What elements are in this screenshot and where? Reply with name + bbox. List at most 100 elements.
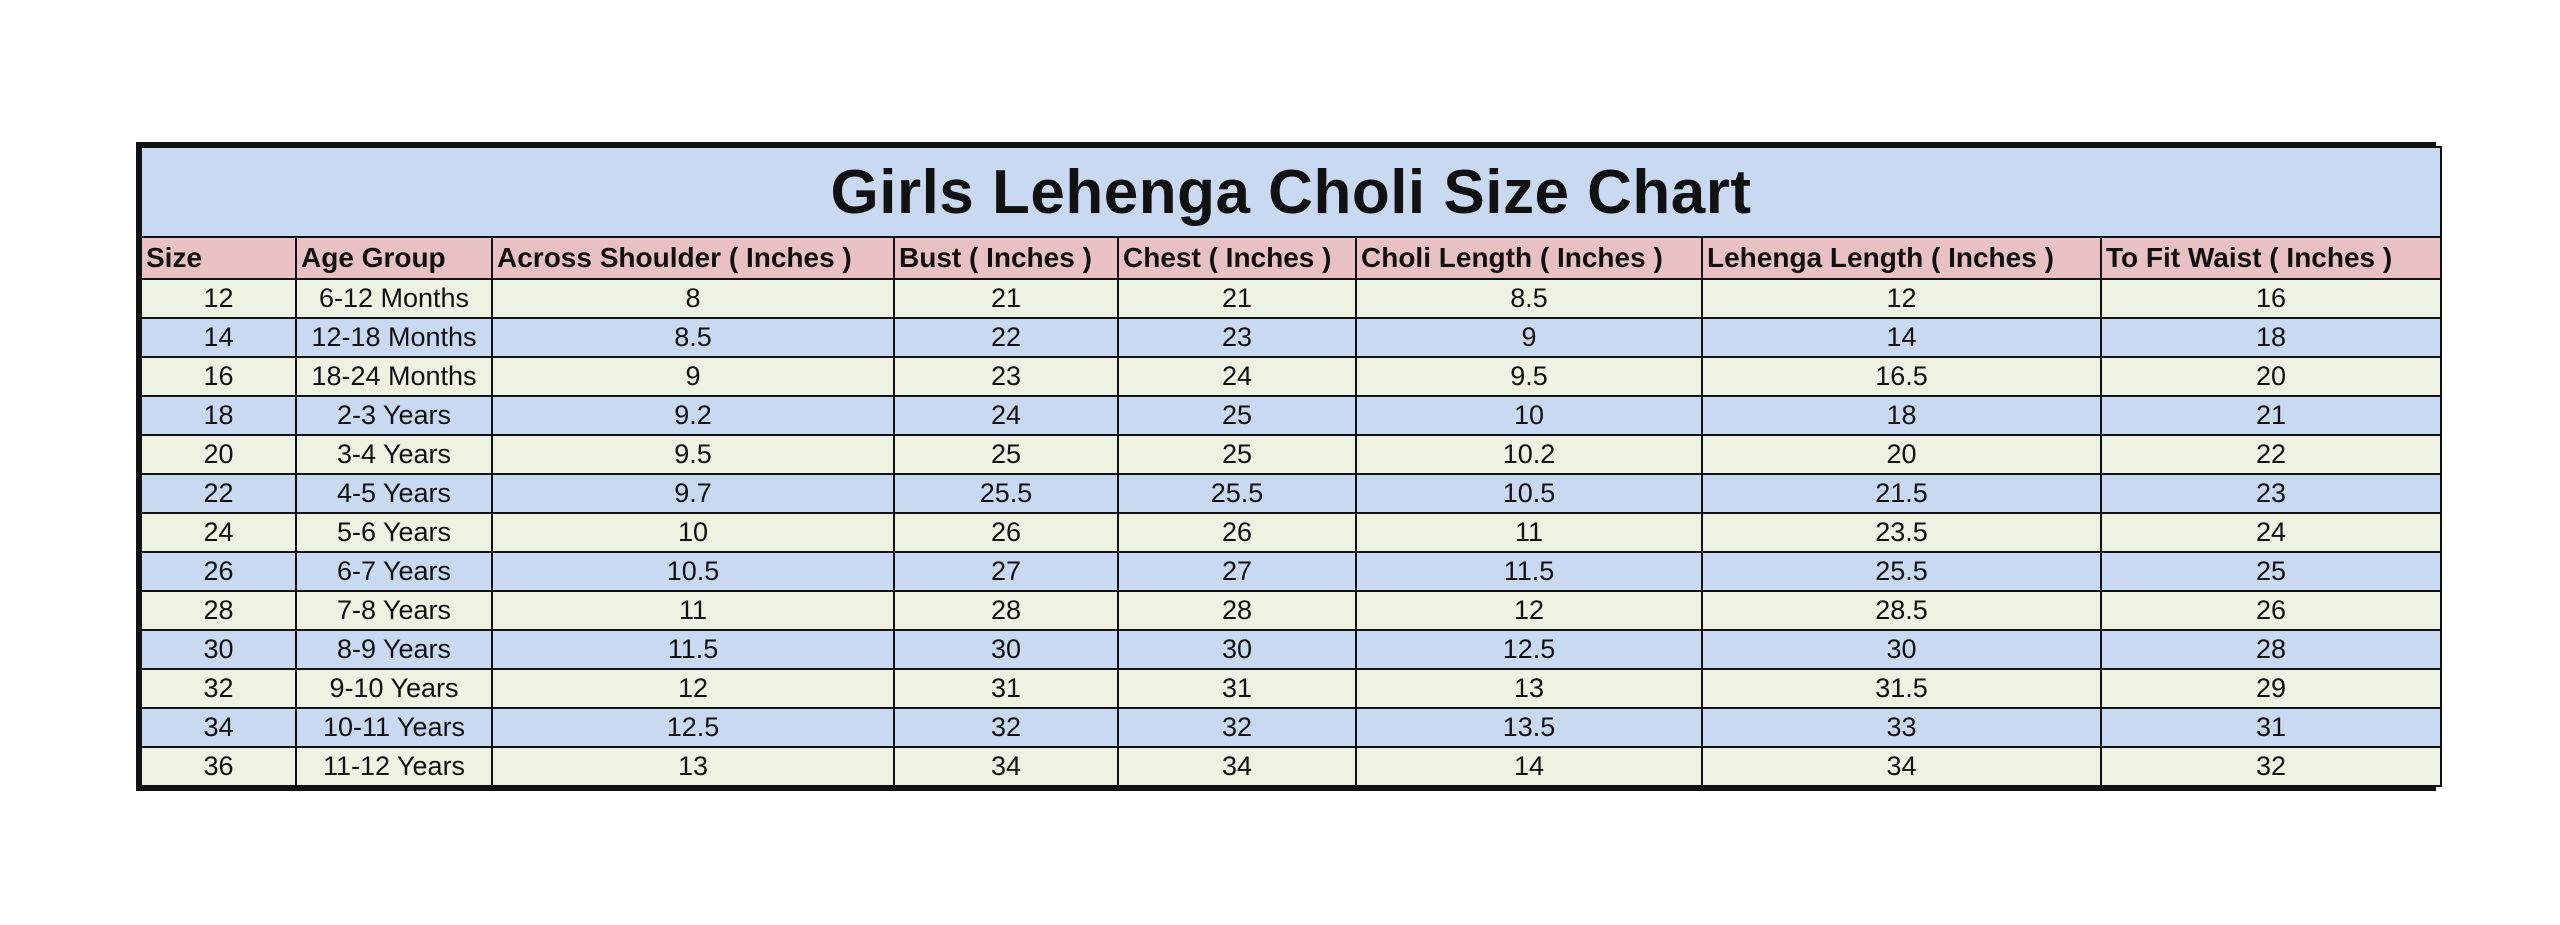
cell-chest: 25.5	[1117, 473, 1357, 514]
cell-age-group: 8-9 Years	[295, 629, 493, 670]
cell-lehenga-length: 34	[1701, 746, 2102, 787]
size-chart: Girls Lehenga Choli Size Chart Size Age …	[136, 142, 2443, 791]
cell-bust: 25.5	[893, 473, 1119, 514]
cell-age-group: 6-7 Years	[295, 551, 493, 592]
cell-choli-length: 13	[1355, 668, 1703, 709]
cell-to-fit-waist: 32	[2099, 746, 2443, 787]
cell-across-shoulder: 10.5	[491, 551, 895, 592]
cell-age-group: 5-6 Years	[295, 512, 493, 553]
cell-to-fit-waist: 23	[2099, 473, 2443, 514]
cell-size: 18	[140, 395, 297, 436]
cell-to-fit-waist: 20	[2099, 356, 2443, 397]
cell-bust: 31	[893, 668, 1119, 709]
cell-across-shoulder: 9	[491, 356, 895, 397]
cell-to-fit-waist: 22	[2099, 434, 2443, 475]
cell-chest: 25	[1117, 395, 1357, 436]
chart-title: Girls Lehenga Choli Size Chart	[139, 146, 2443, 238]
cell-chest: 21	[1117, 278, 1357, 319]
cell-across-shoulder: 11.5	[491, 629, 895, 670]
cell-lehenga-length: 23.5	[1701, 512, 2102, 553]
cell-chest: 26	[1117, 512, 1357, 553]
cell-choli-length: 11.5	[1355, 551, 1703, 592]
cell-chest: 27	[1117, 551, 1357, 592]
cell-choli-length: 9.5	[1355, 356, 1703, 397]
table-row: 34 10-11 Years 12.5 32 32 13.5 33 31	[140, 707, 2443, 748]
cell-bust: 32	[893, 707, 1119, 748]
table-row: 12 6-12 Months 8 21 21 8.5 12 16	[140, 278, 2443, 319]
column-header-chest: Chest ( Inches )	[1117, 236, 1357, 280]
cell-to-fit-waist: 31	[2099, 707, 2443, 748]
cell-size: 14	[140, 317, 297, 358]
cell-age-group: 11-12 Years	[295, 746, 493, 787]
cell-choli-length: 10.5	[1355, 473, 1703, 514]
table-row: 18 2-3 Years 9.2 24 25 10 18 21	[140, 395, 2443, 436]
cell-chest: 31	[1117, 668, 1357, 709]
cell-bust: 26	[893, 512, 1119, 553]
cell-size: 12	[140, 278, 297, 319]
cell-size: 24	[140, 512, 297, 553]
table-row: 20 3-4 Years 9.5 25 25 10.2 20 22	[140, 434, 2443, 475]
cell-choli-length: 13.5	[1355, 707, 1703, 748]
cell-size: 22	[140, 473, 297, 514]
cell-size: 30	[140, 629, 297, 670]
cell-size: 26	[140, 551, 297, 592]
cell-age-group: 2-3 Years	[295, 395, 493, 436]
cell-across-shoulder: 12.5	[491, 707, 895, 748]
cell-size: 28	[140, 590, 297, 631]
cell-chest: 23	[1117, 317, 1357, 358]
cell-bust: 25	[893, 434, 1119, 475]
size-chart-table: Girls Lehenga Choli Size Chart Size Age …	[139, 146, 2443, 787]
cell-lehenga-length: 14	[1701, 317, 2102, 358]
cell-age-group: 12-18 Months	[295, 317, 493, 358]
size-chart-body: 12 6-12 Months 8 21 21 8.5 12 16 14 12-18 Months 8…	[140, 278, 2443, 787]
cell-chest: 34	[1117, 746, 1357, 787]
cell-size: 20	[140, 434, 297, 475]
table-row: 16 18-24 Months 9 23 24 9.5 16.5 20	[140, 356, 2443, 397]
cell-chest: 32	[1117, 707, 1357, 748]
cell-age-group: 18-24 Months	[295, 356, 493, 397]
cell-across-shoulder: 12	[491, 668, 895, 709]
column-header-size: Size	[140, 236, 297, 280]
cell-lehenga-length: 21.5	[1701, 473, 2102, 514]
cell-lehenga-length: 30	[1701, 629, 2102, 670]
cell-bust: 24	[893, 395, 1119, 436]
cell-lehenga-length: 31.5	[1701, 668, 2102, 709]
cell-to-fit-waist: 26	[2099, 590, 2443, 631]
cell-lehenga-length: 33	[1701, 707, 2102, 748]
table-row: 24 5-6 Years 10 26 26 11 23.5 24	[140, 512, 2443, 553]
cell-lehenga-length: 28.5	[1701, 590, 2102, 631]
cell-to-fit-waist: 16	[2099, 278, 2443, 319]
cell-across-shoulder: 8.5	[491, 317, 895, 358]
cell-size: 16	[140, 356, 297, 397]
cell-age-group: 9-10 Years	[295, 668, 493, 709]
cell-across-shoulder: 8	[491, 278, 895, 319]
cell-bust: 22	[893, 317, 1119, 358]
column-header-lehenga-length: Lehenga Length ( Inches )	[1701, 236, 2102, 280]
cell-to-fit-waist: 21	[2099, 395, 2443, 436]
cell-choli-length: 10.2	[1355, 434, 1703, 475]
cell-chest: 30	[1117, 629, 1357, 670]
cell-across-shoulder: 13	[491, 746, 895, 787]
cell-to-fit-waist: 18	[2099, 317, 2443, 358]
cell-choli-length: 10	[1355, 395, 1703, 436]
cell-bust: 34	[893, 746, 1119, 787]
cell-chest: 24	[1117, 356, 1357, 397]
title-row: Girls Lehenga Choli Size Chart	[139, 146, 2443, 238]
cell-bust: 21	[893, 278, 1119, 319]
cell-across-shoulder: 10	[491, 512, 895, 553]
cell-across-shoulder: 9.5	[491, 434, 895, 475]
cell-lehenga-length: 12	[1701, 278, 2102, 319]
cell-size: 36	[140, 746, 297, 787]
cell-across-shoulder: 9.7	[491, 473, 895, 514]
cell-to-fit-waist: 28	[2099, 629, 2443, 670]
cell-chest: 25	[1117, 434, 1357, 475]
table-row: 22 4-5 Years 9.7 25.5 25.5 10.5 21.5 23	[140, 473, 2443, 514]
cell-lehenga-length: 18	[1701, 395, 2102, 436]
cell-lehenga-length: 20	[1701, 434, 2102, 475]
cell-to-fit-waist: 25	[2099, 551, 2443, 592]
cell-bust: 28	[893, 590, 1119, 631]
cell-choli-length: 12	[1355, 590, 1703, 631]
table-row: 28 7-8 Years 11 28 28 12 28.5 26	[140, 590, 2443, 631]
table-row: 14 12-18 Months 8.5 22 23 9 14 18	[140, 317, 2443, 358]
cell-across-shoulder: 9.2	[491, 395, 895, 436]
